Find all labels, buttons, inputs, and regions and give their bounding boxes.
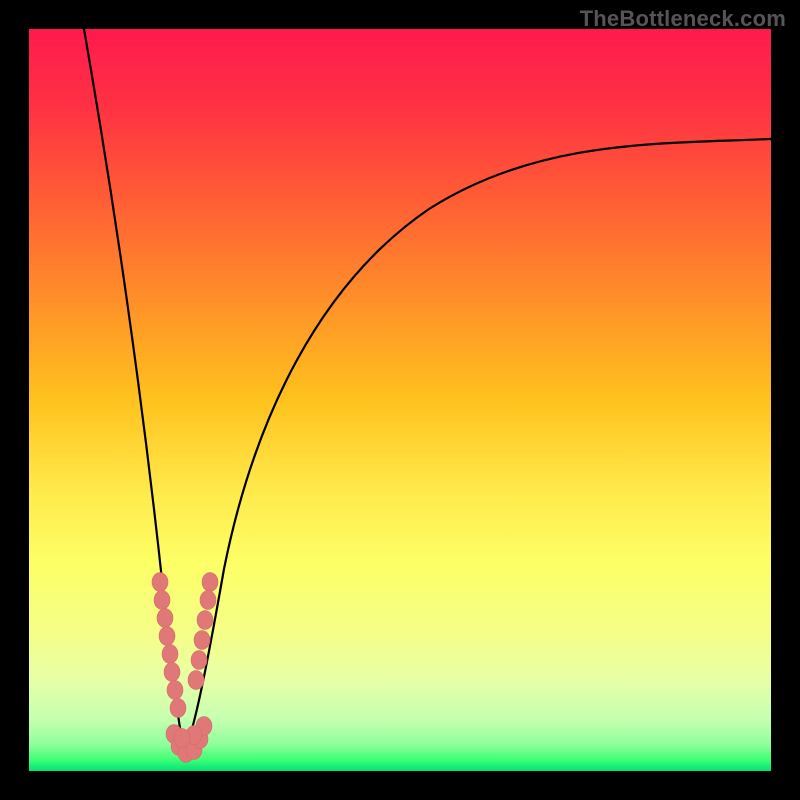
bead-left: [162, 645, 178, 664]
plot-area: [29, 29, 771, 771]
right-curve: [184, 139, 771, 753]
bead-right: [197, 611, 213, 630]
curve-layer: [29, 29, 771, 771]
bead-left: [159, 627, 175, 646]
bead-left: [164, 663, 180, 682]
bead-right: [202, 573, 218, 592]
bead-left: [167, 681, 183, 700]
bead-right: [188, 671, 204, 690]
bead-cluster: [152, 573, 218, 763]
bead-bottom: [174, 729, 190, 748]
bead-left: [152, 573, 168, 592]
bead-right: [191, 651, 207, 670]
bead-left: [170, 699, 186, 718]
bead-left: [154, 591, 170, 610]
bead-left: [157, 609, 173, 628]
bead-right: [194, 631, 210, 650]
chart-frame: TheBottleneck.com: [0, 0, 800, 800]
bead-right: [200, 591, 216, 610]
